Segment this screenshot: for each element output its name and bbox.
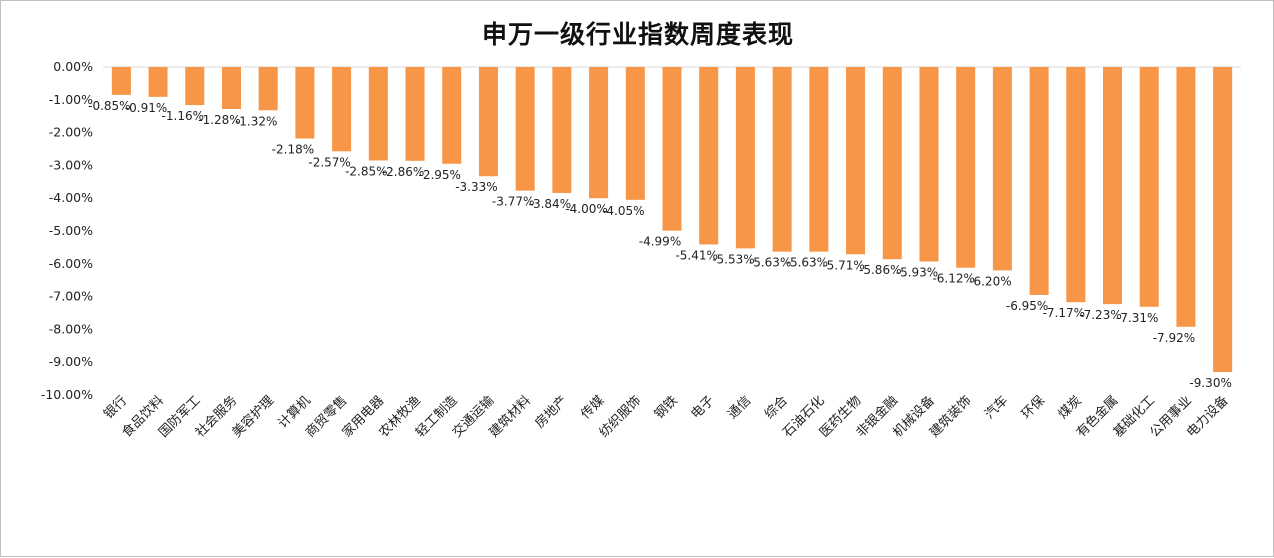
y-tick-label: -3.00% [49,157,93,172]
bar-29 [1139,67,1159,307]
bar-28 [1103,67,1123,305]
y-tick-label: 0.00% [53,59,93,74]
data-label: -5.53% [712,252,754,266]
data-label: -6.12% [932,272,974,286]
data-label: -7.17% [1043,306,1085,320]
data-label: -5.41% [675,248,717,262]
data-label: -5.63% [749,256,791,270]
x-tick-label: 电子 [689,393,718,422]
x-tick-label: 综合 [762,393,791,422]
data-label: -7.23% [1079,308,1121,322]
x-tick-label: 通信 [725,393,754,422]
data-label: -1.16% [162,109,204,123]
x-tick-label: 环保 [1019,393,1048,422]
data-label: -7.31% [1116,311,1158,325]
x-axis: 银行食品饮料国防军工社会服务美容护理计算机商贸零售家用电器农林牧渔轻工制造交通运… [101,393,1231,441]
bar-10 [442,67,462,164]
x-tick-label: 银行 [101,393,130,422]
data-label: -1.28% [198,113,240,127]
data-label: -2.18% [272,143,314,157]
bar-7 [332,67,352,152]
y-tick-label: -10.00% [41,387,93,402]
bar-27 [1066,67,1086,303]
y-tick-label: -7.00% [49,289,93,304]
y-axis: 0.00% -1.00% -2.00% -3.00% -4.00% -5.00% -6.00… [41,59,1241,402]
data-label: -4.05% [602,204,644,218]
bar-11 [478,67,498,177]
data-label: -2.57% [308,155,350,169]
bar-5 [258,67,278,111]
y-tick-label: -5.00% [49,223,93,238]
data-label: -5.71% [822,258,864,272]
bar-6 [295,67,315,139]
x-tick-label: 传媒 [578,393,607,422]
bar-15 [625,67,645,200]
bar-12 [515,67,535,191]
bar-20 [809,67,829,252]
y-tick-label: -4.00% [49,190,93,205]
data-label: -5.63% [786,256,828,270]
bar-22 [882,67,902,260]
data-label: -5.93% [896,266,938,280]
y-tick-label: -1.00% [49,92,93,107]
bar-16 [662,67,682,231]
y-tick-label: -9.00% [49,354,93,369]
data-labels: -0.85%-0.91%-1.16%-1.28%-1.32% -2.18%-2.5… [88,99,1232,390]
x-tick-label: 汽车 [982,393,1012,423]
data-label: -2.86% [382,165,424,179]
data-label: -6.20% [969,274,1011,288]
x-tick-label: 钢铁 [652,393,681,422]
bar-23 [919,67,939,262]
bar-1 [111,67,131,95]
chart-title: 申万一级行业指数周度表现 [482,20,794,49]
bar-17 [699,67,719,245]
y-tick-label: -6.00% [49,256,93,271]
data-label: -3.84% [529,197,571,211]
bar-21 [846,67,866,255]
bars [111,67,1233,373]
bar-24 [956,67,976,268]
bar-3 [185,67,205,106]
data-label: -9.30% [1189,376,1231,390]
data-label: -7.92% [1153,331,1195,345]
bar-2 [148,67,168,97]
x-tick-label: 煤炭 [1056,393,1085,422]
data-label: -6.95% [1006,299,1048,313]
data-label: -0.91% [125,101,167,115]
bar-19 [772,67,792,252]
bar-4 [221,67,241,109]
data-label: -3.77% [492,195,534,209]
data-label: -2.85% [345,164,387,178]
bar-14 [589,67,609,199]
bar-8 [368,67,388,161]
bar-9 [405,67,425,161]
bar-26 [1029,67,1049,295]
data-label: -5.86% [859,263,901,277]
data-label: -4.00% [565,202,607,216]
data-label: -0.85% [88,99,130,113]
bar-13 [552,67,572,193]
y-tick-label: -8.00% [49,321,93,336]
bar-25 [992,67,1012,271]
data-label: -4.99% [639,235,681,249]
data-label: -3.33% [455,180,497,194]
y-tick-label: -2.00% [49,125,93,140]
bar-18 [735,67,755,249]
data-label: -2.95% [419,168,461,182]
x-tick-label: 房地产 [532,393,571,432]
bar-31 [1213,67,1233,373]
data-label: -1.32% [235,114,277,128]
bar-30 [1176,67,1196,327]
